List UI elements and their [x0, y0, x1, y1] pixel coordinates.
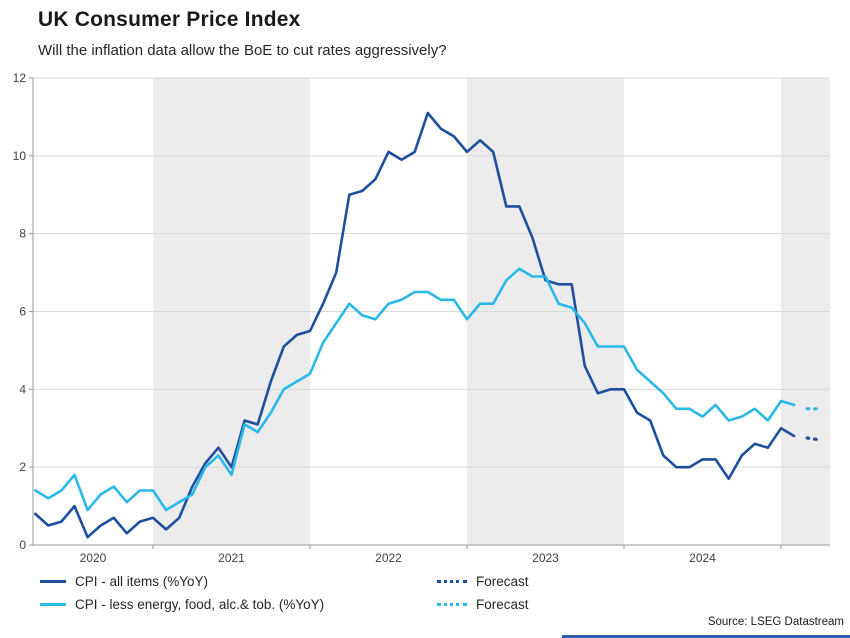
- svg-text:6: 6: [19, 305, 26, 319]
- legend-label-cpi-core: CPI - less energy, food, alc.& tob. (%Yo…: [75, 597, 325, 612]
- legend-swatch-forecast-all-items: [437, 580, 467, 583]
- svg-text:2020: 2020: [80, 551, 107, 565]
- svg-text:2: 2: [19, 460, 26, 474]
- svg-text:0: 0: [19, 538, 26, 552]
- svg-text:4: 4: [19, 382, 26, 396]
- svg-text:8: 8: [19, 227, 26, 241]
- chart-legend: CPI - all items (%YoY) Forecast CPI - le…: [40, 570, 850, 616]
- legend-label-forecast-core: Forecast: [476, 597, 529, 612]
- legend-item-cpi-all-items: CPI - all items (%YoY): [40, 574, 437, 589]
- cpi-line-chart: 0 2 4 6 8 10 12 2020 2021 2022 2023 2024: [13, 71, 830, 565]
- page-title: UK Consumer Price Index: [38, 8, 301, 31]
- svg-text:2023: 2023: [532, 551, 559, 565]
- svg-text:2024: 2024: [689, 551, 716, 565]
- legend-swatch-cpi-core: [40, 603, 66, 606]
- bottom-accent-bar: [562, 635, 850, 638]
- legend-swatch-forecast-core: [437, 603, 467, 606]
- legend-label-cpi-all-items: CPI - all items (%YoY): [75, 574, 209, 589]
- svg-text:2021: 2021: [218, 551, 245, 565]
- legend-item-cpi-core: CPI - less energy, food, alc.& tob. (%Yo…: [40, 597, 437, 612]
- legend-row: CPI - less energy, food, alc.& tob. (%Yo…: [40, 593, 850, 616]
- source-text: Source: LSEG Datastream: [707, 616, 844, 628]
- svg-text:12: 12: [13, 71, 27, 85]
- legend-label-forecast-all-items: Forecast: [476, 574, 529, 589]
- page-subtitle: Will the inflation data allow the BoE to…: [38, 42, 447, 59]
- svg-text:10: 10: [13, 149, 27, 163]
- legend-item-forecast-core: Forecast: [437, 597, 529, 612]
- legend-swatch-cpi-all-items: [40, 580, 66, 583]
- legend-row: CPI - all items (%YoY) Forecast: [40, 570, 850, 593]
- svg-text:2022: 2022: [375, 551, 402, 565]
- legend-item-forecast-all-items: Forecast: [437, 574, 529, 589]
